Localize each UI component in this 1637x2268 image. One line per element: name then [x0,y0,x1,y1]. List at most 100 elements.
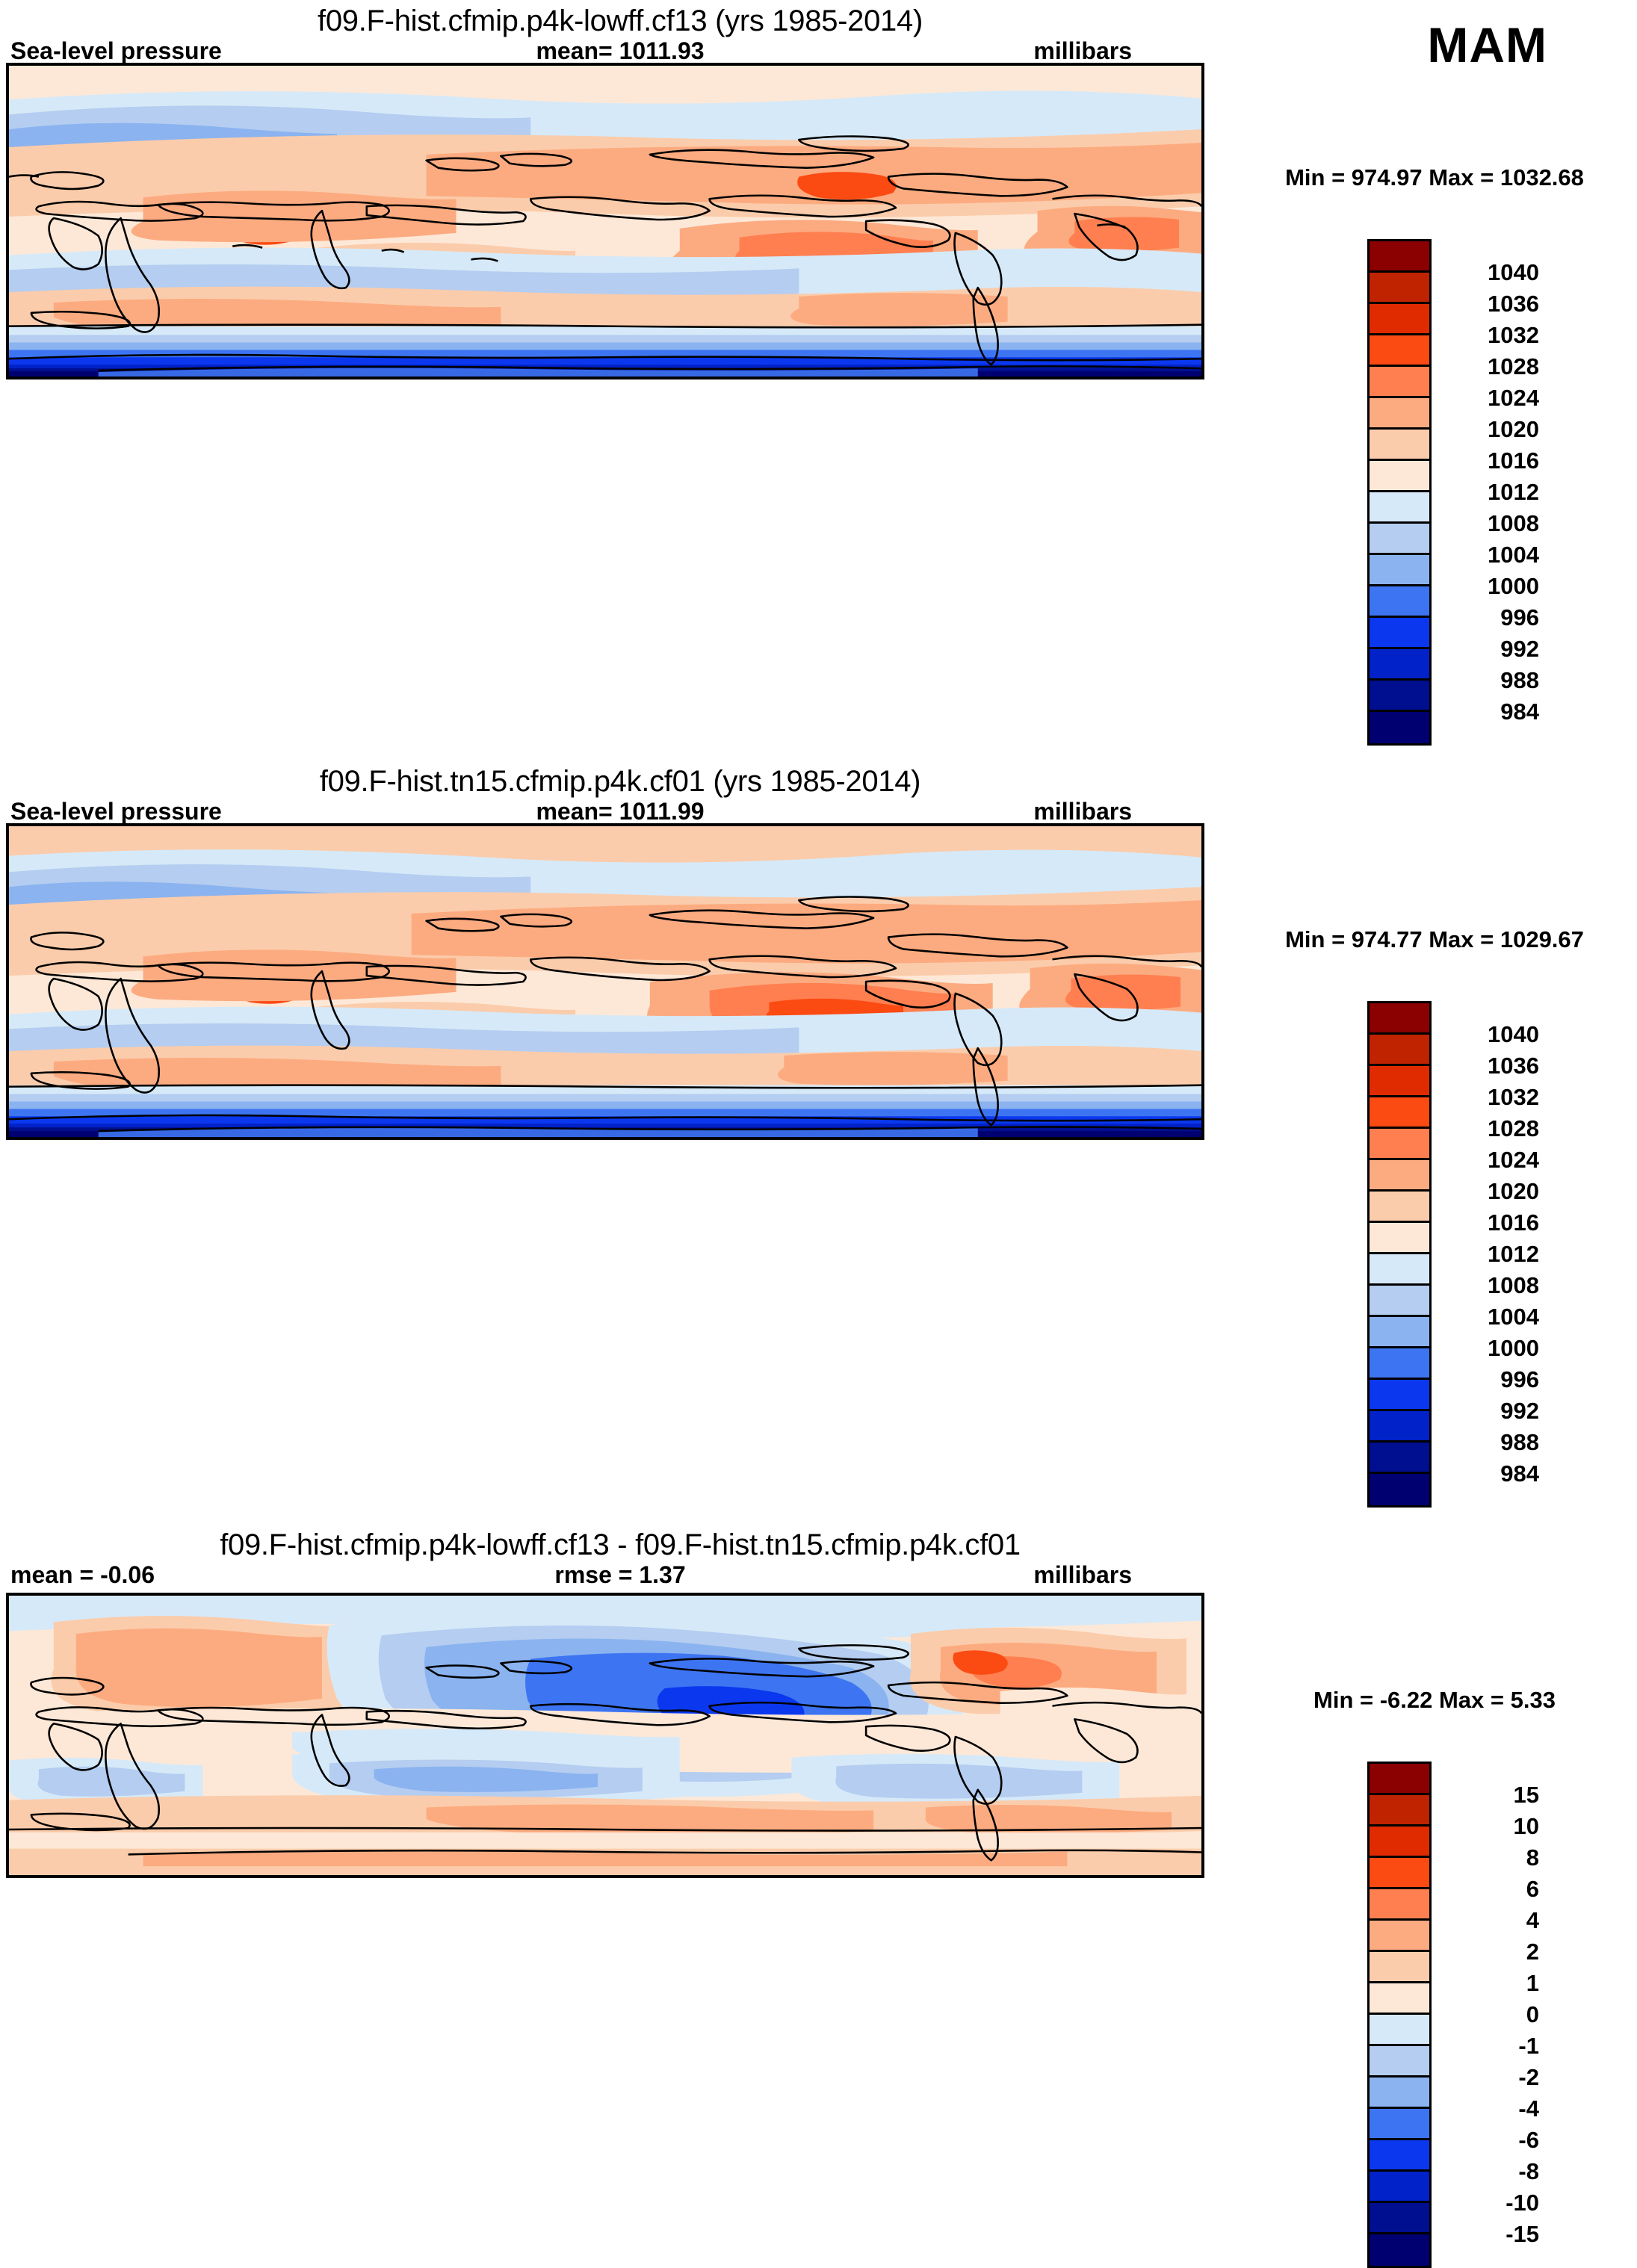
colorbar-cell [1370,2140,1429,2172]
colorbar-cell [1370,524,1429,555]
colorbar-cell [1370,304,1429,335]
colorbar-cell [1370,618,1429,649]
map-contours [9,826,1201,1137]
colorbar-tick-label: 1016 [1488,447,1539,474]
coastline-paths [9,135,1201,372]
colorbar-cell [1370,1066,1429,1097]
colorbar-tick-label: 988 [1500,667,1539,693]
colorbar-cell [1370,241,1429,273]
colorbar-tick-label: 1020 [1488,1178,1539,1204]
colorbar-tick-label: -6 [1518,2127,1539,2153]
colorbar-cell [1370,1254,1429,1286]
colorbar-tick-label: -2 [1518,2064,1539,2090]
colorbar-tick-label: 984 [1500,698,1539,725]
colorbar-tick-label: 1040 [1488,1021,1539,1047]
units-label: millibars [1033,798,1132,825]
variable-label: Sea-level pressure [10,798,222,825]
colorbar-cell [1370,398,1429,430]
colorbar-cell [1370,2234,1429,2266]
colorbar-tick-label: 1008 [1488,1272,1539,1298]
colorbar-tick-label: 1028 [1488,1115,1539,1141]
colorbar-tick-label: 1000 [1488,1335,1539,1361]
colorbar-cell [1370,555,1429,586]
colorbar-cell [1370,681,1429,712]
colorbar-tick-label: 15 [1513,1782,1539,1808]
colorbar-cell [1370,492,1429,524]
colorbar-cell [1370,1889,1429,1921]
colorbar-tick-label: 1024 [1488,385,1539,411]
colorbar-strip[interactable] [1367,1001,1432,1508]
colorbar-strip[interactable] [1367,239,1432,746]
panel-title: f09.F-hist.cfmip.p4k-lowff.cf13 - f09.F-… [220,1528,1021,1561]
colorbar-tick-label: 1028 [1488,353,1539,379]
colorbar-cell [1370,1317,1429,1348]
minmax-label: Min = -6.22 Max = 5.33 [1313,1687,1556,1713]
colorbar-cell [1370,2172,1429,2203]
colorbar-tick-label: 992 [1500,636,1539,662]
colorbar-difference: 15 10 8 6 4 2 1 0 -1 -2 -4 -6 -8 -10 -15 [1367,1762,1539,2268]
colorbar-cell [1370,2203,1429,2234]
minmax-label: Min = 974.97 Max = 1032.68 [1285,164,1584,190]
colorbar-cell [1370,461,1429,492]
colorbar-tick-label: 1032 [1488,1084,1539,1110]
panel-title: f09.F-hist.tn15.cfmip.p4k.cf01 (yrs 1985… [319,765,921,798]
map-case2[interactable] [6,823,1204,1140]
colorbar-cell [1370,335,1429,367]
colorbar-tick-label: 1012 [1488,1241,1539,1267]
colorbar-tick-label: 1000 [1488,573,1539,599]
colorbar-cell [1370,1795,1429,1827]
colorbar-tick-label: 984 [1500,1460,1539,1487]
minmax-label: Min = 974.77 Max = 1029.67 [1285,926,1584,952]
map-case1[interactable] [6,63,1204,379]
units-label: millibars [1033,1561,1132,1588]
map-difference[interactable] [6,1593,1204,1878]
colorbar-tick-label: 1024 [1488,1147,1539,1173]
colorbar-cell [1370,1223,1429,1254]
colorbar-tick-label: 1040 [1488,259,1539,285]
colorbar-case2: 1040 1036 1032 1028 1024 1020 1016 1012 1008 1004… [1367,1001,1539,1508]
colorbar-cell [1370,1983,1429,2015]
colorbar-tick-label: 996 [1500,604,1539,630]
map-canvas [9,826,1201,1137]
colorbar-tick-label: 1036 [1488,291,1539,317]
colorbar-tick-label: 1032 [1488,322,1539,348]
colorbar-tick-label: 992 [1500,1398,1539,1424]
colorbar-tick-label: 1008 [1488,510,1539,536]
map-canvas [9,1596,1201,1875]
colorbar-cell [1370,367,1429,398]
map-contours [9,66,1201,377]
colorbar-cell [1370,1921,1429,1952]
panel-subheader: Sea-level pressure mean= 1011.93 milliba… [0,37,1240,67]
colorbar-tick-label: -8 [1518,2158,1539,2184]
colorbar-cell [1370,1286,1429,1317]
colorbar-cell [1370,1003,1429,1035]
colorbar-cell [1370,430,1429,461]
colorbar-cell [1370,1192,1429,1223]
colorbar-tick-label: 8 [1526,1844,1539,1871]
colorbar-cell [1370,2109,1429,2140]
colorbar-strip[interactable] [1367,1762,1432,2268]
colorbar-cell [1370,1858,1429,1889]
colorbar-cell [1370,1348,1429,1380]
colorbar-cell [1370,1129,1429,1160]
map-canvas [9,66,1201,377]
colorbar-cell [1370,1160,1429,1192]
mean-label: mean= 1011.93 [536,37,705,64]
coastline-paths [9,1644,1201,1862]
colorbar-cell [1370,1097,1429,1129]
colorbar-cell [1370,2078,1429,2109]
colorbar-tick-label: 1 [1526,1970,1539,1996]
mean-label: mean= 1011.99 [536,798,705,825]
colorbar-tick-label: 4 [1526,1907,1539,1933]
colorbar-cell [1370,1411,1429,1443]
colorbar-tick-label: 996 [1500,1366,1539,1392]
rmse-label: rmse = 1.37 [554,1561,686,1588]
colorbar-tick-label: 1020 [1488,416,1539,442]
colorbar-tick-label: 0 [1526,2001,1539,2027]
colorbar-tick-label: 10 [1513,1813,1539,1839]
mean-label: mean = -0.06 [10,1561,155,1588]
panel-subheader: mean = -0.06 rmse = 1.37 millibars [0,1561,1240,1591]
colorbar-cell [1370,1474,1429,1505]
colorbar-tick-label: 988 [1500,1429,1539,1455]
colorbar-cell [1370,2046,1429,2078]
